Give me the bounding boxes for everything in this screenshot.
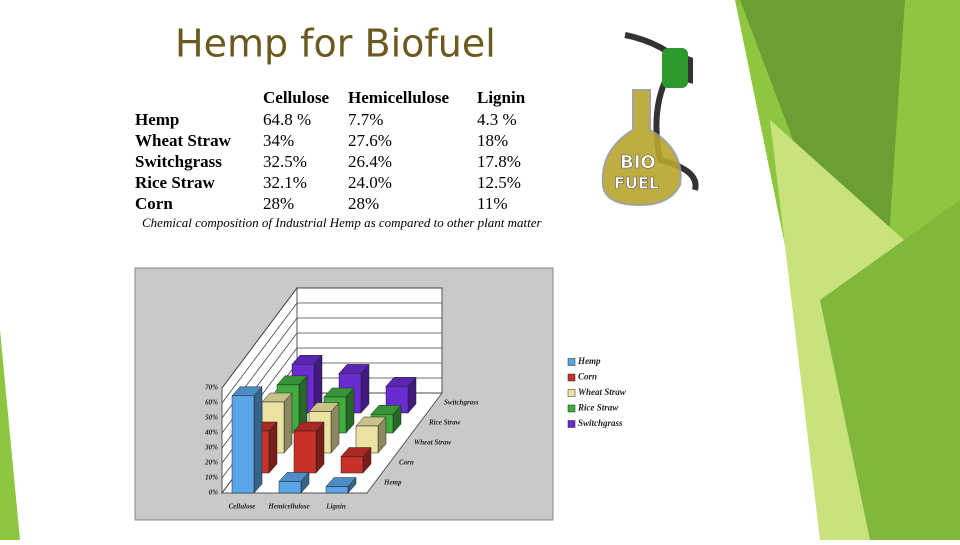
cell: 17.8% bbox=[477, 152, 521, 171]
column-header: Cellulose bbox=[263, 88, 330, 107]
depth-label: Switchgrass bbox=[444, 399, 479, 407]
grid-line bbox=[221, 302, 442, 404]
grid-line bbox=[221, 287, 442, 389]
legend-label: Wheat Straw bbox=[578, 387, 627, 397]
column-header: Lignin bbox=[477, 88, 526, 107]
bar bbox=[293, 430, 317, 474]
y-tick-label: 60% bbox=[205, 399, 218, 407]
row-header: Rice Straw bbox=[135, 173, 216, 192]
bar bbox=[325, 486, 349, 494]
depth-label: Rice Straw bbox=[428, 419, 461, 427]
cell: 28% bbox=[263, 194, 294, 213]
legend: Hemp Corn Wheat Straw Rice Straw Switchgrass bbox=[567, 356, 627, 428]
legend-label: Hemp bbox=[577, 356, 601, 366]
y-tick-label: 40% bbox=[204, 429, 218, 437]
cell: 32.5% bbox=[263, 152, 307, 171]
row-header: Switchgrass bbox=[135, 152, 222, 171]
row-header: Corn bbox=[135, 194, 173, 213]
y-tick-label: 70% bbox=[205, 384, 218, 392]
x-tick-label: Cellulose bbox=[229, 503, 256, 511]
depth-label: Wheat Straw bbox=[414, 439, 451, 447]
cell: 4.3 % bbox=[477, 110, 517, 129]
y-tick-label: 0% bbox=[209, 489, 219, 497]
cell: 12.5% bbox=[477, 173, 521, 192]
legend-swatch bbox=[567, 373, 576, 382]
bar bbox=[278, 481, 302, 494]
legend-swatch bbox=[567, 389, 576, 397]
cell: 34% bbox=[263, 131, 294, 150]
depth-label: Hemp bbox=[383, 479, 402, 487]
bar-side bbox=[253, 386, 263, 494]
cell: 64.8 % bbox=[263, 110, 311, 129]
illustration-text: FUEL bbox=[614, 174, 659, 193]
decor bbox=[0, 330, 20, 540]
cell: 28% bbox=[348, 194, 379, 213]
cell: 32.1% bbox=[263, 173, 307, 192]
legend-label: Switchgrass bbox=[578, 418, 623, 428]
legend-swatch bbox=[567, 404, 576, 413]
y-tick-label: 50% bbox=[205, 414, 218, 422]
y-tick-label: 30% bbox=[204, 444, 218, 452]
x-tick-label: Hemicellulose bbox=[267, 503, 309, 511]
cell: 7.7% bbox=[348, 110, 383, 129]
column-header: Hemicellulose bbox=[348, 88, 449, 107]
y-tick-label: 10% bbox=[205, 474, 218, 482]
illustration: BIO FUEL bbox=[601, 32, 699, 207]
x-tick-label: Lignin bbox=[325, 503, 346, 511]
row-header: Wheat Straw bbox=[135, 131, 232, 150]
depth-label: Corn bbox=[399, 459, 414, 467]
decor bbox=[820, 200, 960, 540]
illustration-text: BIO bbox=[620, 152, 656, 173]
y-tick-label: 20% bbox=[204, 459, 218, 467]
legend-label: Rice Straw bbox=[577, 403, 619, 413]
grid-line bbox=[221, 317, 442, 419]
bar-side bbox=[283, 392, 293, 454]
cell: 26.4% bbox=[348, 152, 392, 171]
caption: Chemical composition of Industrial Hemp … bbox=[142, 215, 543, 230]
row-header: Hemp bbox=[135, 110, 179, 129]
legend-swatch bbox=[567, 420, 576, 428]
legend-swatch bbox=[567, 358, 576, 366]
title: Hemp for Biofuel bbox=[175, 22, 496, 66]
cell: 24.0% bbox=[348, 173, 392, 192]
bar bbox=[340, 456, 364, 474]
cell: 18% bbox=[477, 131, 508, 150]
legend-label: Corn bbox=[578, 372, 597, 382]
cell: 11% bbox=[477, 194, 508, 213]
cell: 27.6% bbox=[348, 131, 392, 150]
bar bbox=[231, 395, 255, 494]
